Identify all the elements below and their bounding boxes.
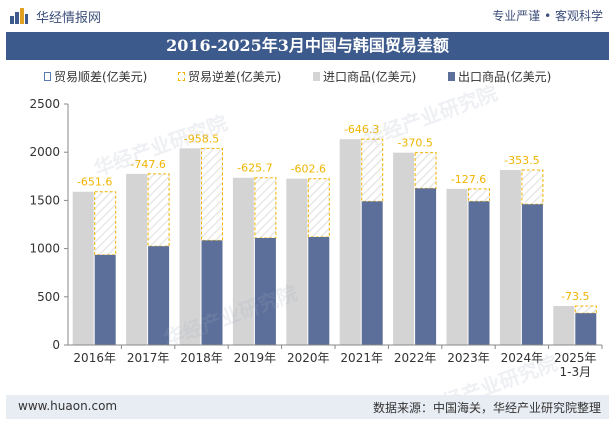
tagline: 专业严谨 • 客观科学 <box>492 9 603 23</box>
deficit-value-label: -651.6 <box>77 176 112 189</box>
x-tick-label: 2017年 <box>127 351 170 365</box>
legend-surplus: 贸易顺差(亿美元) <box>44 68 147 85</box>
deficit-value-label: -127.6 <box>451 173 486 186</box>
x-axis: 2016年 2017年 2018年 2019年 2020年 2021年 2022年 2023年… <box>68 344 603 379</box>
import-bar <box>286 178 308 345</box>
deficit-value-label: -958.5 <box>184 132 219 145</box>
x-tick-label: 2021年 <box>340 351 383 365</box>
y-tick-label: 500 <box>37 290 60 304</box>
deficit-value-label: -73.5 <box>561 290 589 303</box>
import-bar <box>499 170 521 345</box>
deficit-region <box>574 305 597 314</box>
x-tick-label: 2020年 <box>287 351 330 365</box>
export-bar <box>94 254 116 345</box>
legend-surplus-label: 贸易顺差(亿美元) <box>54 70 148 84</box>
y-axis: 0 500 1000 1500 2000 2500 <box>29 97 69 352</box>
footer-source: 数据来源：中国海关，华经产业研究院整理 <box>372 401 601 415</box>
legend-import-swatch <box>313 72 320 81</box>
logo-icon <box>10 8 28 24</box>
export-bar <box>254 237 276 345</box>
import-bar <box>446 188 468 345</box>
export-bar <box>521 204 543 345</box>
y-tick-label: 0 <box>52 338 60 352</box>
deficit-value-label: -625.7 <box>237 162 272 175</box>
chart-title: 2016-2025年3月中国与韩国贸易差额 <box>6 32 609 60</box>
export-bar <box>148 246 170 345</box>
export-bar <box>361 201 383 345</box>
brand-name[interactable]: 华经情报网 <box>36 11 102 26</box>
x-tick-label: 2024年 <box>501 351 544 365</box>
import-bar <box>179 148 201 345</box>
deficit-region <box>254 177 277 239</box>
chart-legend: 贸易顺差(亿美元) 贸易逆差(亿美元) 进口商品(亿美元) 出口商品(亿美元) <box>0 68 615 86</box>
deficit-value-label: -646.3 <box>344 123 379 136</box>
x-tick-label: 2023年 <box>447 351 490 365</box>
deficit-region <box>201 147 223 241</box>
x-tick-label: 2022年 <box>394 351 437 365</box>
x-tick-label: 2019年 <box>234 351 277 365</box>
import-bar <box>126 173 148 345</box>
import-bar <box>339 139 361 345</box>
x-tick-label: 2025年 <box>554 351 597 365</box>
bars: -651.6 -747.6 -958.5 -625.7 -602.6 -646.3 -370… <box>72 123 597 345</box>
deficit-region <box>361 138 384 202</box>
deficit-value-label: -747.6 <box>130 158 165 171</box>
import-bar <box>553 305 575 345</box>
footer-url[interactable]: www.huaon.com <box>18 399 118 413</box>
deficit-region <box>521 169 544 205</box>
export-bar <box>468 201 490 345</box>
legend-export-swatch <box>448 72 455 81</box>
header-bar: 华经情报网 专业严谨 • 客观科学 <box>0 0 615 32</box>
legend-import-label: 进口商品(亿美元) <box>323 70 417 84</box>
import-bar <box>232 177 254 345</box>
deficit-region <box>307 178 330 238</box>
export-bar <box>308 237 330 345</box>
legend-deficit: 贸易逆差(亿美元) <box>178 68 281 85</box>
legend-import: 进口商品(亿美元) <box>313 68 416 85</box>
export-bar <box>575 313 597 345</box>
y-tick-label: 2500 <box>29 97 60 111</box>
deficit-value-label: -353.5 <box>504 154 539 167</box>
legend-deficit-label: 贸易逆差(亿美元) <box>188 70 282 84</box>
deficit-region <box>147 173 170 247</box>
x-tick-label: 2018年 <box>180 351 223 365</box>
legend-surplus-swatch <box>44 72 51 81</box>
deficit-region <box>414 152 437 189</box>
footer-bar: www.huaon.com 数据来源：中国海关，华经产业研究院整理 <box>6 395 609 419</box>
deficit-region <box>94 191 117 256</box>
y-tick-label: 1000 <box>29 242 60 256</box>
y-tick-label: 1500 <box>29 193 60 207</box>
import-bar <box>72 191 94 345</box>
import-bar <box>393 152 415 345</box>
deficit-region <box>468 188 490 202</box>
y-tick-label: 2000 <box>29 145 60 159</box>
deficit-value-label: -370.5 <box>397 137 432 150</box>
export-bar <box>415 188 437 345</box>
x-tick-label: 2016年 <box>73 351 116 365</box>
legend-deficit-swatch <box>178 72 185 81</box>
export-bar <box>201 240 223 345</box>
deficit-value-label: -602.6 <box>291 163 326 176</box>
legend-export: 出口商品(亿美元) <box>448 68 551 85</box>
x-tick-label: 1-3月 <box>559 365 591 379</box>
legend-export-label: 出口商品(亿美元) <box>458 70 552 84</box>
